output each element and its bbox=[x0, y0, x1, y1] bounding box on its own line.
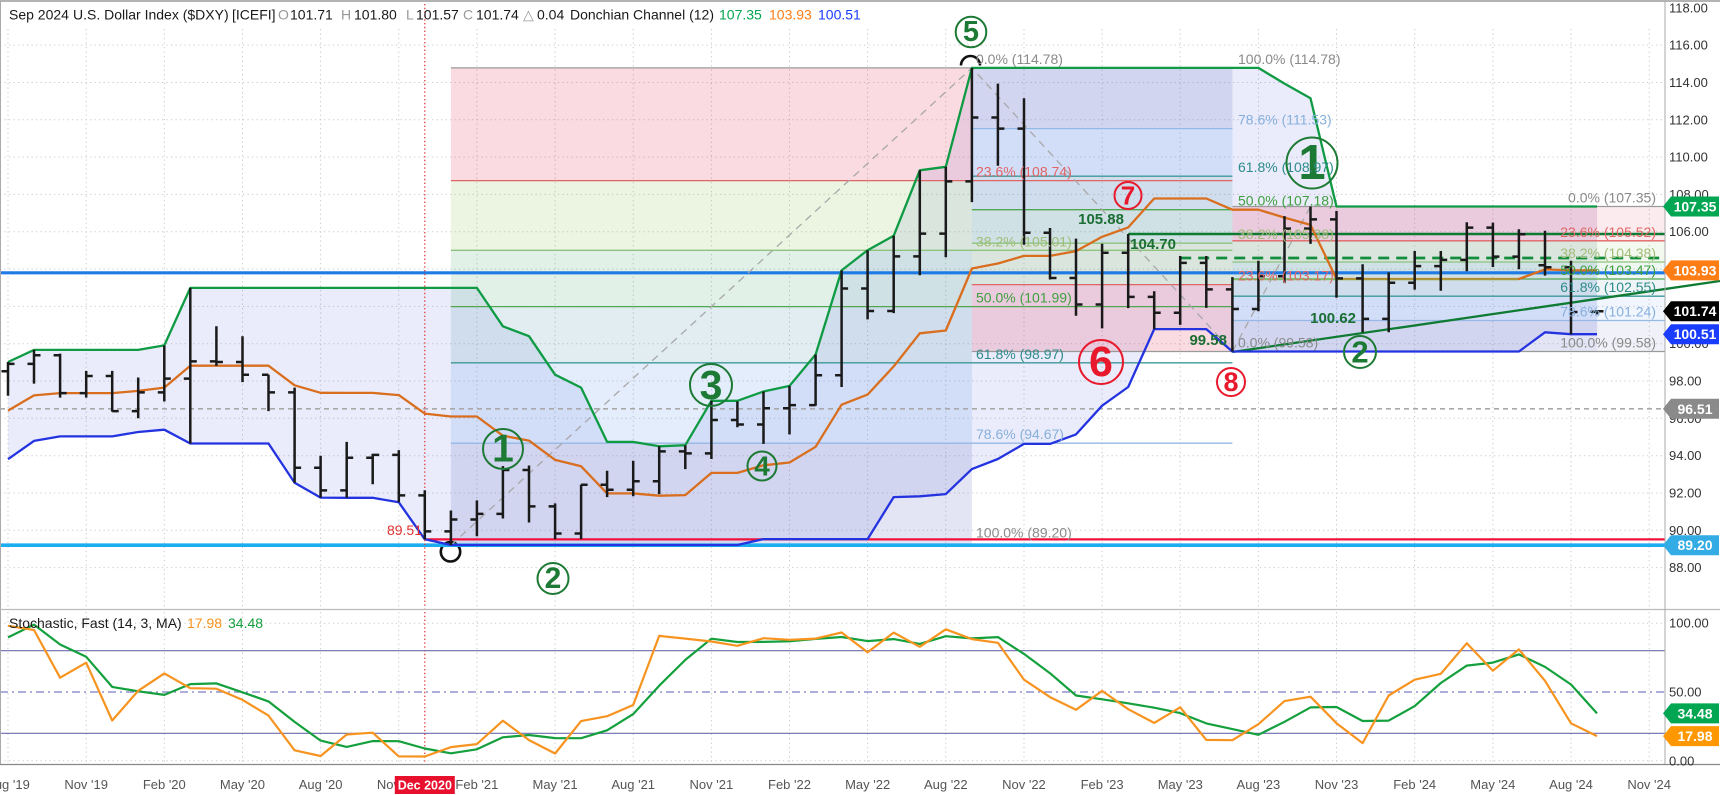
svg-text:23.6% (103.17): 23.6% (103.17) bbox=[1238, 268, 1334, 284]
svg-text:78.6% (111.53): 78.6% (111.53) bbox=[1238, 112, 1332, 128]
svg-text:0.0% (114.78): 0.0% (114.78) bbox=[976, 51, 1063, 67]
svg-text:1: 1 bbox=[1298, 136, 1325, 190]
svg-text:96.51: 96.51 bbox=[1677, 401, 1712, 417]
svg-text:61.8% (108.97): 61.8% (108.97) bbox=[1238, 159, 1334, 175]
svg-text:92.00: 92.00 bbox=[1669, 485, 1702, 500]
svg-text:2: 2 bbox=[1351, 335, 1368, 370]
svg-text:50.0% (103.47): 50.0% (103.47) bbox=[1560, 262, 1656, 278]
svg-text:104.70: 104.70 bbox=[1130, 236, 1176, 253]
svg-text:Aug '21: Aug '21 bbox=[611, 777, 655, 792]
svg-text:May '20: May '20 bbox=[220, 777, 265, 792]
svg-text:0.0% (99.58): 0.0% (99.58) bbox=[1238, 335, 1318, 351]
svg-text:89.20: 89.20 bbox=[1677, 537, 1712, 553]
svg-text:100.51: 100.51 bbox=[1674, 326, 1717, 342]
svg-text:Nov '19: Nov '19 bbox=[64, 777, 108, 792]
svg-text:0.00: 0.00 bbox=[1669, 753, 1694, 768]
svg-text:Nov '22: Nov '22 bbox=[1002, 777, 1046, 792]
svg-text:Dec 2020: Dec 2020 bbox=[398, 779, 452, 793]
svg-text:Feb '22: Feb '22 bbox=[768, 777, 811, 792]
svg-text:5: 5 bbox=[963, 16, 979, 48]
svg-text:101.74: 101.74 bbox=[1674, 303, 1717, 319]
svg-text:34.48: 34.48 bbox=[1677, 705, 1712, 721]
svg-text:50.0% (101.99): 50.0% (101.99) bbox=[976, 290, 1072, 306]
svg-text:38.2% (105.01): 38.2% (105.01) bbox=[976, 233, 1072, 249]
svg-text:88.00: 88.00 bbox=[1669, 560, 1702, 575]
svg-text:99.58: 99.58 bbox=[1189, 332, 1227, 349]
svg-text:23.6% (108.74): 23.6% (108.74) bbox=[976, 164, 1072, 180]
svg-text:May '21: May '21 bbox=[532, 777, 577, 792]
svg-text:7: 7 bbox=[1121, 181, 1135, 211]
svg-text:0.0% (107.35): 0.0% (107.35) bbox=[1568, 190, 1656, 206]
svg-text:110.00: 110.00 bbox=[1669, 150, 1708, 165]
svg-text:78.6% (101.24): 78.6% (101.24) bbox=[1560, 304, 1656, 320]
svg-text:4: 4 bbox=[754, 451, 770, 482]
svg-text:8: 8 bbox=[1223, 367, 1238, 397]
svg-text:94.00: 94.00 bbox=[1669, 448, 1702, 463]
svg-text:89.51: 89.51 bbox=[387, 522, 422, 538]
svg-text:106.00: 106.00 bbox=[1669, 224, 1709, 239]
svg-text:May '23: May '23 bbox=[1158, 777, 1203, 792]
svg-text:38.2% (105.38): 38.2% (105.38) bbox=[1238, 226, 1334, 242]
svg-text:114.00: 114.00 bbox=[1669, 75, 1708, 90]
svg-text:50.0% (107.18): 50.0% (107.18) bbox=[1238, 193, 1334, 209]
svg-text:Aug '23: Aug '23 bbox=[1237, 777, 1281, 792]
svg-text:100.62: 100.62 bbox=[1310, 310, 1356, 327]
svg-text:May '24: May '24 bbox=[1470, 777, 1515, 792]
svg-text:118.00: 118.00 bbox=[1669, 0, 1708, 15]
svg-text:50.00: 50.00 bbox=[1669, 685, 1702, 700]
svg-text:105.88: 105.88 bbox=[1078, 211, 1124, 228]
svg-text:38.2% (104.38): 38.2% (104.38) bbox=[1560, 245, 1656, 261]
svg-text:78.6% (94.67): 78.6% (94.67) bbox=[976, 426, 1064, 442]
svg-text:Stochastic, Fast (14, 3, MA)1: Stochastic, Fast (14, 3, MA) 17.98 34.48 bbox=[9, 615, 263, 631]
svg-text:Nov '21: Nov '21 bbox=[690, 777, 734, 792]
svg-text:100.0% (114.78): 100.0% (114.78) bbox=[1238, 51, 1340, 67]
svg-text:100.0% (89.20): 100.0% (89.20) bbox=[976, 525, 1072, 541]
svg-text:107.35: 107.35 bbox=[1674, 199, 1717, 215]
svg-text:Feb '24: Feb '24 bbox=[1393, 777, 1436, 792]
svg-text:23.6% (105.52): 23.6% (105.52) bbox=[1560, 224, 1656, 240]
svg-text:Aug '24: Aug '24 bbox=[1549, 777, 1593, 792]
svg-text:61.8% (102.55): 61.8% (102.55) bbox=[1560, 279, 1656, 295]
svg-text:May '22: May '22 bbox=[845, 777, 890, 792]
svg-text:17.98: 17.98 bbox=[1677, 728, 1712, 744]
svg-text:6: 6 bbox=[1089, 338, 1113, 386]
svg-text:1: 1 bbox=[492, 428, 514, 471]
svg-text:116.00: 116.00 bbox=[1669, 38, 1708, 53]
svg-text:2: 2 bbox=[545, 562, 562, 595]
svg-text:112.00: 112.00 bbox=[1669, 112, 1708, 127]
svg-text:Aug '19: Aug '19 bbox=[0, 777, 30, 792]
svg-text:100.00: 100.00 bbox=[1669, 616, 1709, 631]
svg-text:Aug '20: Aug '20 bbox=[299, 777, 343, 792]
svg-text:103.93: 103.93 bbox=[1674, 262, 1717, 278]
svg-text:3: 3 bbox=[700, 362, 723, 408]
svg-text:90.00: 90.00 bbox=[1669, 523, 1702, 538]
svg-text:Feb '23: Feb '23 bbox=[1081, 777, 1124, 792]
svg-text:61.8% (98.97): 61.8% (98.97) bbox=[976, 346, 1064, 362]
svg-text:98.00: 98.00 bbox=[1669, 374, 1702, 389]
svg-text:100.0% (99.58): 100.0% (99.58) bbox=[1560, 335, 1656, 351]
svg-text:Feb '21: Feb '21 bbox=[455, 777, 498, 792]
svg-text:Nov '24: Nov '24 bbox=[1627, 777, 1671, 792]
svg-text:Feb '20: Feb '20 bbox=[143, 777, 186, 792]
svg-text:Aug '22: Aug '22 bbox=[924, 777, 968, 792]
svg-text:Nov '23: Nov '23 bbox=[1315, 777, 1359, 792]
